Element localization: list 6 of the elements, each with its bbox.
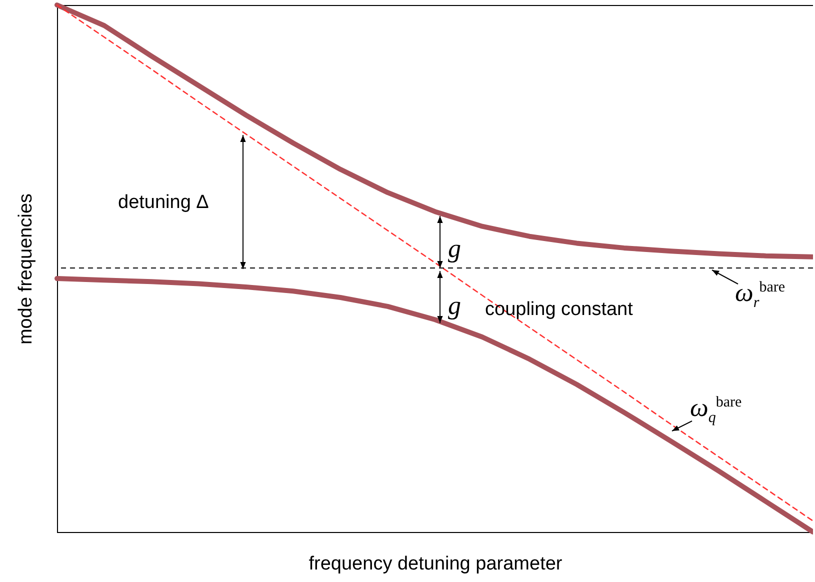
annotation: g: [448, 234, 461, 263]
y-axis-title: mode frequencies: [16, 193, 36, 345]
annotation: coupling constant: [485, 299, 633, 320]
annotation: g: [448, 291, 461, 320]
x-axis-title: frequency detuning parameter: [308, 554, 563, 574]
annotation: detuning Δ: [118, 192, 209, 213]
